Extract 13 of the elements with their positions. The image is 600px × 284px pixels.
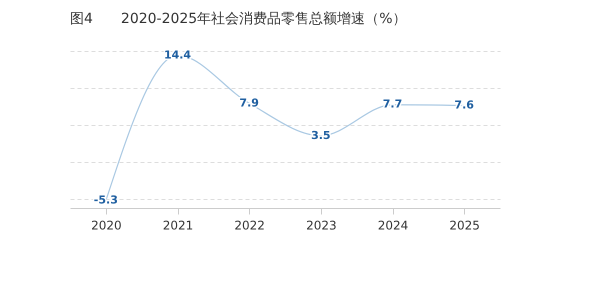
chart-title: 图4 2020-2025年社会消费品零售总额增速（%） [70, 11, 407, 27]
x-tick-label: 2022 [234, 218, 265, 232]
x-tick-label: 2020 [91, 218, 122, 232]
x-tick-label: 2021 [162, 218, 194, 232]
data-label: 7.6 [454, 98, 474, 112]
data-label: 7.9 [239, 96, 259, 110]
x-tick-label: 2024 [378, 218, 408, 232]
data-label: 3.5 [311, 128, 331, 142]
x-tick-label: 2023 [306, 218, 337, 232]
data-label: 14.4 [164, 48, 192, 62]
data-label: 7.7 [382, 98, 402, 111]
data-label: -5.3 [94, 194, 118, 207]
x-tick-label: 2025 [449, 218, 480, 232]
